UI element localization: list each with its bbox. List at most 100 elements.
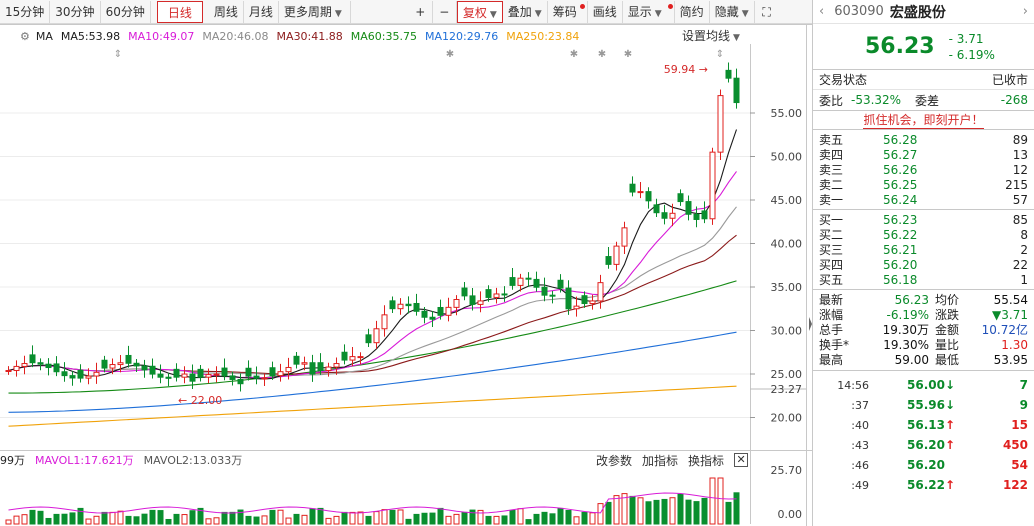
mavol1-value: MAVOL1:17.621万	[35, 454, 134, 467]
draw-line-button[interactable]: 画线	[588, 0, 623, 23]
stat-row: 最新 56.23 均价 55.54	[813, 292, 1034, 308]
add-indicator-button[interactable]: 加指标	[642, 453, 679, 468]
ma250-value: MA250:23.84	[506, 29, 580, 43]
notification-dot-icon	[667, 3, 673, 9]
volume-bar	[301, 514, 308, 525]
tick-time: :37	[851, 398, 869, 412]
close-icon[interactable]: ✕	[734, 453, 749, 467]
price-tick-label: 55.00	[771, 107, 803, 120]
ma10-line	[8, 171, 737, 379]
fuquan-dropdown[interactable]: 复权 ▼	[456, 0, 503, 23]
period-60min[interactable]: 60分钟	[101, 0, 151, 23]
volume-bar	[45, 517, 52, 525]
candle	[125, 354, 132, 364]
candle	[285, 366, 292, 373]
candle	[677, 193, 684, 203]
volume-bar	[541, 511, 548, 525]
volume-bar	[245, 515, 252, 525]
volume-bar	[277, 509, 284, 525]
order-ratio-row: 委比 -53.32% 委差 -268	[813, 90, 1034, 110]
order-price: 56.20	[883, 257, 918, 272]
event-marker-icon: ✱	[446, 49, 454, 60]
tick-price: 56.20	[907, 458, 945, 472]
volume-bar	[725, 501, 732, 525]
candle	[405, 303, 412, 307]
order-level-label: 买三	[819, 243, 844, 257]
volume-bar	[61, 513, 68, 525]
gear-icon[interactable]: ⚙	[20, 29, 30, 43]
open-account-banner[interactable]: 抓住机会，即刻开户！	[813, 110, 1034, 130]
candle	[141, 365, 148, 371]
open-account-link[interactable]: 抓住机会，即刻开户！	[863, 113, 984, 129]
overlay-label: 叠加	[507, 4, 532, 19]
period-daily[interactable]: 日线	[156, 0, 203, 23]
volume-bar	[461, 511, 468, 525]
display-dropdown[interactable]: 显示 ▼	[623, 0, 675, 23]
kline-chart[interactable]: 55.00 50.00 45.00 40.00 35.00 30.00 25.00 20.00…	[0, 24, 812, 526]
ma-settings-dropdown[interactable]: 设置均线 ▼	[682, 27, 740, 44]
fullscreen-icon[interactable]: ⛶	[762, 4, 771, 19]
order-level-label: 买一	[819, 213, 844, 227]
chevron-down-icon: ▼	[334, 8, 342, 19]
candle	[661, 212, 668, 219]
event-marker-icon: ✱	[598, 49, 606, 60]
next-stock-icon[interactable]: ›	[1022, 4, 1028, 19]
ma5-value: MA5:53.98	[60, 29, 121, 43]
price-tick-label: 35.00	[771, 281, 803, 294]
order-level-label: 卖二	[819, 178, 844, 192]
candle	[69, 375, 76, 379]
edit-params-button[interactable]: 改参数	[596, 453, 633, 468]
tick-price: 56.00	[907, 378, 945, 392]
price-tick-label: 50.00	[771, 151, 803, 164]
candle	[733, 77, 740, 104]
volume-bar	[557, 507, 564, 525]
zoom-out-button[interactable]: −	[433, 0, 457, 23]
buy-level-row: 买三 56.21 2	[813, 242, 1034, 258]
display-label: 显示	[627, 4, 652, 19]
tick-row: :37 55.96 ↓ 9	[813, 395, 1034, 415]
candle	[613, 245, 620, 265]
volume-bar	[669, 497, 676, 525]
candle	[517, 277, 524, 286]
candle	[237, 378, 244, 385]
sell-orders: 卖五 56.28 89 卖四 56.27 13 卖三 56.26 12 卖二 56.25 215 卖一 5…	[813, 130, 1034, 208]
volume-bar	[429, 512, 436, 525]
volume-bar	[293, 513, 300, 525]
trade-status-value: 已收市	[991, 73, 1028, 87]
simple-mode-button[interactable]: 简约	[675, 0, 710, 23]
more-periods-dropdown[interactable]: 更多周期 ▼	[279, 0, 351, 23]
last-price: 56.23	[865, 34, 935, 59]
sell-level-row: 卖五 56.28 89	[813, 132, 1034, 148]
period-weekly[interactable]: 周线	[209, 0, 244, 23]
hide-dropdown[interactable]: 隐藏 ▼	[710, 0, 755, 23]
indicator-tools: 改参数 加指标 换指标 ✕	[596, 451, 758, 469]
tick-time: :49	[851, 478, 869, 492]
overlay-dropdown[interactable]: 叠加 ▼	[503, 0, 548, 23]
candle	[365, 334, 372, 344]
switch-indicator-button[interactable]: 换指标	[688, 453, 725, 468]
candle	[157, 373, 164, 378]
candle	[597, 282, 604, 302]
sell-level-row: 卖一 56.24 57	[813, 192, 1034, 208]
volume-bar	[685, 499, 692, 525]
price-tick-label: 45.00	[771, 194, 803, 207]
ma30-value: MA30:41.88	[276, 29, 343, 43]
stat-label: 量比	[935, 338, 960, 352]
event-marker-icon: ⇕	[716, 49, 724, 60]
ma20-line	[8, 206, 737, 377]
order-volume: 89	[1012, 132, 1028, 147]
zoom-in-button[interactable]: +	[409, 0, 433, 23]
volume-bar	[37, 510, 44, 525]
candle	[325, 366, 332, 372]
order-level-label: 卖五	[819, 133, 844, 147]
chips-button[interactable]: 筹码	[548, 0, 588, 23]
period-30min[interactable]: 30分钟	[50, 0, 101, 23]
tick-time: :43	[851, 438, 869, 452]
candle	[181, 373, 188, 378]
volume-bar	[549, 513, 556, 525]
prev-stock-icon[interactable]: ‹	[819, 4, 825, 19]
order-price: 56.27	[883, 147, 918, 162]
period-15min[interactable]: 15分钟	[0, 0, 51, 23]
period-monthly[interactable]: 月线	[244, 0, 279, 23]
volume-bar	[117, 510, 124, 525]
